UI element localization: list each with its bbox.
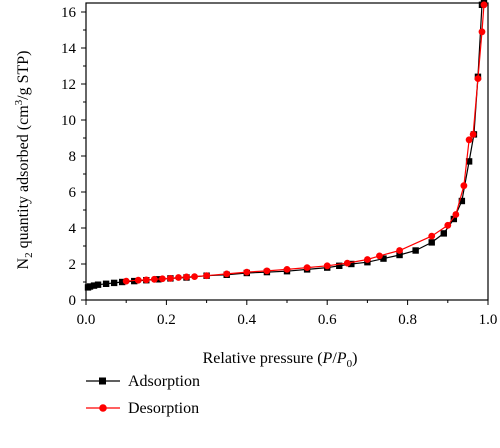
data-point-desorption: [122, 277, 130, 285]
data-point-desorption: [243, 268, 251, 276]
legend-marker-adsorption: [99, 377, 106, 385]
data-point-adsorption: [110, 279, 118, 287]
data-point-adsorption: [412, 247, 419, 254]
data-point-desorption: [175, 274, 182, 281]
data-point-adsorption: [94, 281, 102, 288]
y-axis-title: N2 quantity adsorbed (cm3/g STP): [13, 51, 35, 270]
data-point-adsorption: [428, 239, 435, 246]
data-point-desorption: [303, 264, 311, 271]
data-point-desorption: [223, 270, 231, 278]
data-point-desorption: [191, 273, 198, 280]
data-point-desorption: [452, 211, 460, 218]
data-point-desorption: [428, 232, 436, 240]
data-point-desorption: [480, 1, 488, 9]
data-point-adsorption: [450, 215, 458, 223]
data-point-desorption: [465, 136, 473, 144]
data-point-desorption: [364, 256, 371, 263]
data-point-desorption: [460, 182, 468, 190]
data-point-adsorption: [380, 255, 387, 262]
y-tick-label: 4: [69, 221, 77, 237]
x-tick-label: 0.4: [237, 312, 256, 328]
data-point-desorption: [263, 267, 271, 275]
x-tick-label: 1.0: [479, 312, 498, 328]
data-point-desorption: [444, 221, 452, 229]
x-tick-label: 0.6: [318, 312, 337, 328]
data-point-adsorption: [348, 260, 355, 268]
y-tick-label: 8: [69, 149, 77, 165]
data-point-desorption: [469, 131, 477, 138]
data-point-adsorption: [86, 283, 94, 290]
series-line-adsorption: [87, 2, 485, 288]
series-adsorption: [84, 0, 488, 291]
plot-area: [85, 2, 489, 301]
data-point-adsorption: [440, 230, 447, 237]
y-tick-label: 0: [69, 293, 77, 309]
data-point-desorption: [343, 259, 351, 267]
x-tick-label: 0.8: [398, 312, 417, 328]
series-layer: [84, 0, 488, 291]
legend: Adsorption Desorption: [86, 373, 200, 417]
y-tick-label: 16: [61, 5, 77, 21]
data-point-desorption: [283, 266, 291, 273]
data-point-desorption: [167, 275, 174, 282]
data-point-adsorption: [336, 262, 343, 269]
data-point-adsorption: [396, 251, 403, 259]
data-point-desorption: [478, 28, 486, 36]
data-point-desorption: [158, 275, 166, 283]
x-tick-label: 0.0: [77, 312, 96, 328]
data-point-desorption: [142, 276, 150, 284]
y-tick-label: 2: [69, 257, 77, 273]
plot-frame: [85, 2, 489, 301]
legend-item-desorption: Desorption: [86, 400, 199, 417]
legend-item-adsorption: Adsorption: [86, 373, 200, 390]
data-point-desorption: [396, 247, 403, 254]
data-point-adsorption: [102, 280, 110, 287]
data-point-adsorption: [118, 278, 126, 286]
y-tick-label: 10: [61, 113, 76, 129]
data-point-adsorption: [458, 197, 466, 205]
data-point-desorption: [203, 272, 211, 280]
axes: 0.0 0.2 0.4 0.6 0.8 1.0 0 2 4 6 8 10 12 14 16: [61, 5, 497, 328]
legend-label-adsorption: Adsorption: [128, 373, 200, 390]
data-point-adsorption: [90, 282, 98, 289]
data-point-desorption: [150, 275, 158, 283]
data-point-desorption: [474, 75, 482, 82]
legend-marker-desorption: [99, 404, 107, 412]
data-point-desorption: [183, 273, 190, 281]
x-tick-label: 0.2: [157, 312, 176, 328]
data-point-adsorption: [465, 158, 473, 165]
x-axis-title: Relative pressure (P/P0): [203, 350, 358, 370]
data-point-desorption: [323, 262, 331, 270]
series-desorption: [122, 1, 488, 285]
data-point-desorption: [134, 276, 142, 284]
y-tick-label: 14: [61, 41, 77, 57]
legend-label-desorption: Desorption: [128, 400, 199, 417]
y-tick-label: 6: [69, 185, 77, 201]
data-point-desorption: [376, 252, 383, 260]
y-tick-label: 12: [61, 77, 76, 93]
